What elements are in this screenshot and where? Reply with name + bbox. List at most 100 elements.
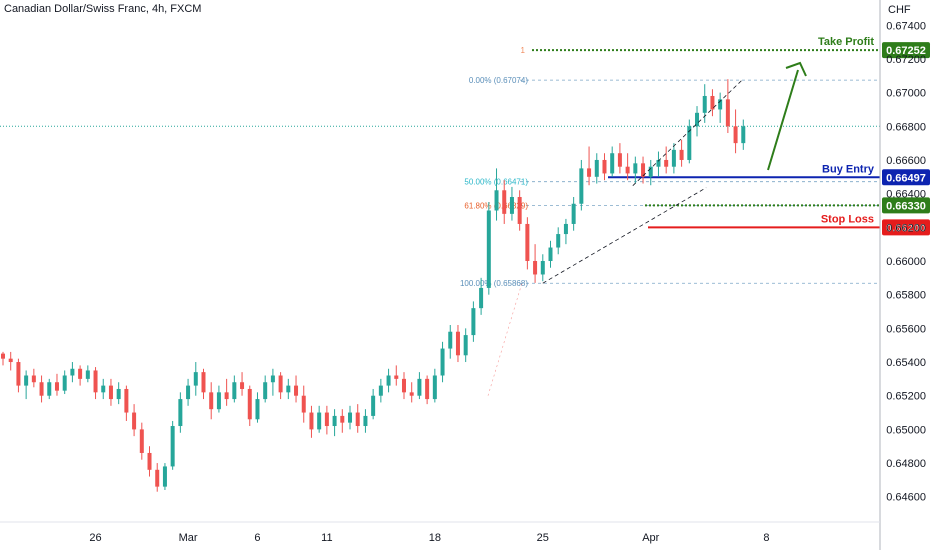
annotations-layer <box>487 61 807 396</box>
candle-body <box>463 335 468 356</box>
x-tick-label: 26 <box>89 532 101 544</box>
candle-body <box>155 469 160 487</box>
candle-body <box>93 370 98 393</box>
candle-body <box>108 385 113 400</box>
candle-body <box>425 378 430 400</box>
candle-body <box>363 415 368 427</box>
candle-body <box>679 149 684 160</box>
candle-body <box>70 368 75 376</box>
candle-body <box>556 234 561 248</box>
candle-body <box>62 375 67 391</box>
candle-body <box>124 388 129 413</box>
candle-body <box>317 412 322 430</box>
candle-body <box>47 382 52 396</box>
candle-body <box>101 385 106 393</box>
y-tick-label: 0.67000 <box>886 88 926 100</box>
candle-body <box>85 370 90 379</box>
x-tick-label: 6 <box>254 532 260 544</box>
candle-body <box>525 223 530 261</box>
fib-label: 100.00% (0.65868) <box>460 279 528 288</box>
candle-body <box>710 95 715 110</box>
y-tick-label: 0.66000 <box>886 256 926 268</box>
candle-body <box>193 372 198 386</box>
candle-body <box>16 362 21 386</box>
candle-body <box>494 190 499 211</box>
x-tick-label: 25 <box>537 532 549 544</box>
candle-body <box>718 99 723 110</box>
candle-body <box>286 385 291 393</box>
candle-body <box>386 375 391 386</box>
candle-body <box>147 452 152 470</box>
candle-body <box>587 168 592 177</box>
candle-body <box>216 392 221 410</box>
candle-body <box>186 385 191 400</box>
y-tick-label: 0.65800 <box>886 290 926 302</box>
y-tick-label: 0.66600 <box>886 155 926 167</box>
candle-body <box>224 392 229 400</box>
fib-label: 1 <box>521 46 526 55</box>
candle-body <box>594 159 599 177</box>
candle-body <box>695 112 700 127</box>
levels-layer: 10.00% (0.67074)50.00% (0.66471)61.80% (… <box>0 36 930 288</box>
candle-body <box>24 375 29 386</box>
y-tick-label: 0.65000 <box>886 424 926 436</box>
candle-body <box>610 153 615 174</box>
candle-body <box>471 308 476 336</box>
candle-body <box>687 126 692 160</box>
trend-line-upper <box>632 79 743 186</box>
candle-body <box>540 261 545 275</box>
level-price-text: 0.66330 <box>886 200 926 212</box>
level-price-text: 0.66497 <box>886 172 926 184</box>
candle-body <box>348 412 353 423</box>
trend-line-lower <box>542 187 707 284</box>
y-tick-label: 0.65400 <box>886 357 926 369</box>
level-price-tag <box>882 42 930 59</box>
candle-body <box>54 382 59 391</box>
y-tick-label: 0.65600 <box>886 323 926 335</box>
candle-body <box>563 223 568 235</box>
candle-body <box>324 412 329 427</box>
candle-body <box>455 331 460 356</box>
candle-body <box>633 163 638 174</box>
candle-body <box>139 429 144 453</box>
candle-body <box>294 385 299 396</box>
candle-body <box>31 375 36 383</box>
level-price-tag <box>882 197 930 214</box>
candle-body <box>548 247 553 261</box>
candle-body <box>355 412 360 427</box>
candle-body <box>378 385 383 396</box>
candle-body <box>664 159 669 167</box>
candle-body <box>432 375 437 400</box>
y-tick-label: 0.66200 <box>886 222 926 234</box>
candle-body <box>417 378 422 396</box>
candle-body <box>240 382 245 389</box>
currency-label: CHF <box>888 4 911 16</box>
x-tick-label: 8 <box>763 532 769 544</box>
candle-body <box>409 392 414 396</box>
candle-body <box>1 353 5 359</box>
chart-title: Canadian Dollar/Swiss Franc, 4h, FXCM <box>4 3 202 15</box>
candle-body <box>533 261 538 275</box>
candle-body <box>741 126 746 144</box>
target-arrow-head <box>785 61 807 77</box>
x-tick-label: 18 <box>429 532 441 544</box>
level-price-text: 0.66200 <box>886 222 926 234</box>
level-price-text: 0.67252 <box>886 45 926 57</box>
candle-body <box>394 375 399 379</box>
candle-body <box>170 426 175 467</box>
y-tick-label: 0.67200 <box>886 54 926 66</box>
level-name: Buy Entry <box>822 163 875 175</box>
candle-body <box>78 368 83 379</box>
candle-body <box>486 210 491 288</box>
y-tick-label: 0.67400 <box>886 20 926 32</box>
candle-body <box>278 375 283 393</box>
level-name: Take Profit <box>818 36 874 48</box>
target-arrow <box>767 69 799 171</box>
candle-body <box>571 203 576 224</box>
level-price-tag <box>882 219 930 236</box>
candle-body <box>162 466 167 487</box>
fib-label: 0.00% (0.67074) <box>469 76 528 85</box>
candle-body <box>247 388 252 420</box>
candle-body <box>625 166 630 174</box>
